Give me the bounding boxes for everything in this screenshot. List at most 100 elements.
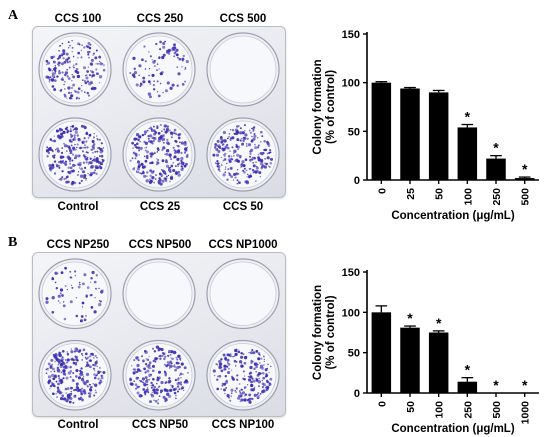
colony-dot <box>256 373 260 377</box>
colony-dot <box>66 68 69 71</box>
well-base <box>209 120 277 189</box>
colony-dot <box>170 357 172 359</box>
petri-well <box>206 32 280 107</box>
colony-dot <box>180 381 182 384</box>
colony-dot <box>47 367 49 370</box>
colony-dot <box>249 155 251 158</box>
colony-dot <box>98 60 101 63</box>
colony-dot <box>253 170 257 173</box>
colony-dot <box>163 128 166 131</box>
colony-dot <box>80 49 83 52</box>
colony-dot <box>215 363 218 366</box>
colony-dot <box>88 392 92 396</box>
colony-dot <box>185 155 189 158</box>
colony-dot <box>83 166 87 170</box>
colony-dot <box>55 287 58 290</box>
colony-dot <box>55 129 59 133</box>
colony-dot <box>77 42 80 46</box>
colony-dot <box>164 89 168 93</box>
colony-dot <box>157 132 161 135</box>
colony-dot <box>233 359 237 363</box>
colony-dot <box>96 62 99 65</box>
colony-dot <box>65 376 69 380</box>
colony-dot <box>265 163 268 166</box>
colony-dot <box>239 394 243 398</box>
colony-dot <box>240 388 243 391</box>
colony-dot <box>98 75 103 79</box>
colony-dot <box>269 382 271 384</box>
colony-dot <box>175 133 178 136</box>
colony-dot <box>92 54 94 56</box>
colony-dot <box>141 359 145 363</box>
colony-dot <box>99 300 102 303</box>
colony-dot <box>70 126 72 128</box>
colony-dot <box>56 75 59 78</box>
y-tick-label: 50 <box>348 348 360 360</box>
colony-dot <box>255 370 258 373</box>
colony-dot <box>51 296 55 300</box>
colony-dot <box>216 139 220 143</box>
colony-dot <box>133 167 135 169</box>
colony-dot <box>91 71 95 74</box>
culture-plate-a <box>32 26 286 198</box>
colony-dot <box>49 76 52 79</box>
colony-dot <box>77 91 80 94</box>
colony-dot <box>269 149 272 152</box>
colony-dot <box>80 179 83 182</box>
colony-dot <box>181 59 184 62</box>
colony-dot <box>64 73 67 77</box>
colony-dot <box>134 383 138 386</box>
colony-dot <box>87 137 90 139</box>
colony-dot <box>147 92 152 96</box>
colony-dot <box>227 396 230 399</box>
colony-dot <box>71 387 74 389</box>
colony-dot <box>183 380 187 384</box>
colony-dot <box>69 166 73 170</box>
colony-dot <box>155 163 158 166</box>
culture-plate-b <box>32 252 286 417</box>
colony-dot <box>258 353 261 356</box>
colony-dot <box>172 168 176 173</box>
colony-dot <box>142 388 146 391</box>
colony-dot <box>138 154 140 156</box>
colony-dot <box>66 358 70 362</box>
colony-dot <box>69 149 73 153</box>
y-tick-label: 150 <box>342 29 360 41</box>
colony-dot <box>250 383 254 388</box>
colony-dot <box>169 170 172 174</box>
x-tick-label: 0 <box>376 188 388 194</box>
colony-dot <box>94 169 97 172</box>
colony-dot <box>149 82 152 85</box>
colony-dot <box>53 135 55 137</box>
colony-dot <box>177 165 179 167</box>
colony-dot <box>144 60 147 63</box>
colony-dot <box>236 179 239 182</box>
colony-dot <box>240 355 244 359</box>
colony-dot <box>90 164 95 169</box>
colony-dot <box>61 394 65 398</box>
colony-dot <box>225 166 227 168</box>
colony-dot <box>259 161 264 166</box>
colony-dot <box>178 57 182 61</box>
colony-dot <box>75 368 79 373</box>
colony-dot <box>74 388 78 391</box>
colony-dot <box>159 136 163 139</box>
colony-dot <box>86 156 89 159</box>
colony-dot <box>46 63 48 66</box>
colony-dot <box>149 155 153 158</box>
colony-dot <box>93 86 97 90</box>
bar <box>400 327 420 393</box>
colony-dot <box>247 378 252 382</box>
colony-dot <box>95 63 97 65</box>
colony-dot <box>178 162 181 165</box>
colony-dot <box>159 40 162 44</box>
colony-dot <box>157 370 162 374</box>
colony-dot <box>163 370 166 373</box>
colony-dot <box>71 284 73 286</box>
colony-dot <box>96 150 99 152</box>
colony-dot <box>49 384 53 388</box>
colony-dot <box>236 168 239 171</box>
colony-dot <box>154 399 158 403</box>
colony-dot <box>92 357 95 359</box>
colony-dot <box>232 355 234 358</box>
